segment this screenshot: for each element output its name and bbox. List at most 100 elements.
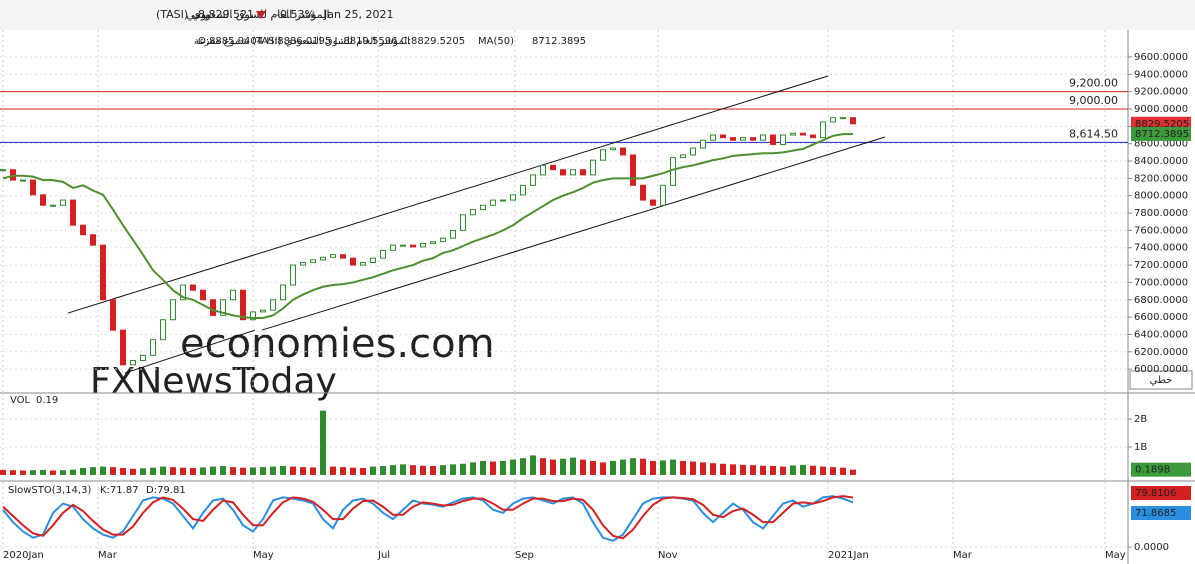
candle: [150, 339, 156, 356]
volume-bar: [140, 468, 146, 475]
candle: [300, 261, 306, 266]
trend-line: [261, 136, 886, 331]
pane-value: 0.19: [36, 395, 58, 406]
volume-bar: [230, 467, 236, 475]
volume-bar: [620, 459, 626, 475]
y-tick-label: 9000.0000: [1134, 104, 1188, 115]
candle: [720, 134, 726, 139]
candle: [640, 184, 646, 201]
volume-bar: [670, 459, 676, 475]
date: Jan 25, 2021: [323, 8, 393, 21]
candle: [580, 169, 586, 176]
volume-bar: [20, 470, 26, 475]
y-tick-label: 0.0000: [1134, 542, 1169, 553]
candle: [680, 154, 686, 159]
down-arrow: [256, 11, 266, 19]
y-tick-label: 7600.0000: [1134, 225, 1188, 236]
candle: [670, 157, 676, 186]
y-tick-label: 9600.0000: [1134, 52, 1188, 63]
value-tag: [1131, 486, 1191, 500]
x-tick-label: Jul: [377, 550, 390, 561]
volume-bar: [260, 467, 266, 475]
candle: [350, 257, 356, 266]
candle: [250, 311, 256, 321]
pane-label: SlowSTO(3,14,3): [8, 485, 91, 496]
volume-bar: [480, 460, 486, 475]
value-tag-label: 8712.3895: [1135, 129, 1189, 140]
y-tick-label: 6000.0000: [1134, 364, 1188, 375]
volume-bar: [490, 461, 496, 475]
candle: [260, 309, 266, 313]
volume-bar: [350, 467, 356, 475]
candle: [740, 137, 746, 141]
period: يومي: [186, 8, 210, 21]
candle: [170, 299, 176, 321]
volume-bar: [650, 460, 656, 475]
candle: [770, 134, 776, 146]
candle: [820, 121, 826, 139]
volume-bar: [380, 466, 386, 475]
candle: [60, 199, 66, 206]
y-tick-label: 8000.0000: [1134, 191, 1188, 202]
series-info: المؤشر العام للسوق السعودي (TASI) شموع م…: [194, 36, 410, 47]
volume-bar: [100, 466, 106, 475]
volume-bar: [780, 466, 786, 475]
candle: [590, 159, 596, 176]
horizontal-line-label: 9,000.00: [1069, 94, 1118, 107]
candle: [480, 204, 486, 211]
volume-bar: [690, 461, 696, 475]
volume-bar: [270, 466, 276, 475]
volume-bar: [460, 463, 466, 475]
volume-bar: [220, 466, 226, 475]
volume-bar: [830, 467, 836, 475]
y-tick-label: 6600.0000: [1134, 312, 1188, 323]
volume-bar: [740, 464, 746, 475]
candle: [710, 134, 716, 141]
x-tick-label: 2021Jan: [828, 550, 869, 561]
candle: [240, 289, 246, 321]
volume-bar: [290, 466, 296, 475]
volume-bar: [200, 467, 206, 475]
x-tick-label: Mar: [98, 550, 118, 561]
chart-type-button[interactable]: [1129, 370, 1193, 390]
candle: [370, 257, 376, 263]
volume-bar: [630, 458, 636, 475]
horizontal-line-label: 9,200.00: [1069, 77, 1118, 90]
volume-bar: [540, 458, 546, 475]
volume-bar: [420, 465, 426, 475]
y-tick-label: 8200.0000: [1134, 173, 1188, 184]
y-tick-label: 6800.0000: [1134, 295, 1188, 306]
candle: [180, 284, 186, 301]
volume-bar: [720, 463, 726, 475]
y-tick-label: 2B: [1134, 414, 1147, 425]
volume-bar: [0, 469, 6, 475]
candle: [280, 284, 286, 301]
value-tag: [1131, 126, 1191, 141]
candle: [380, 249, 386, 259]
candle: [800, 132, 806, 136]
y-tick-label: 9200.0000: [1134, 87, 1188, 98]
candle: [50, 204, 56, 207]
y-tick-label: 7400.0000: [1134, 243, 1188, 254]
candle: [330, 254, 336, 258]
trend-line: [124, 329, 256, 374]
volume-bar: [370, 466, 376, 475]
candle: [360, 261, 366, 266]
volume-bar: [180, 467, 186, 475]
volume-bar: [160, 466, 166, 475]
candle: [420, 242, 426, 248]
candle: [0, 169, 6, 172]
candle: [230, 289, 236, 301]
volume-bar: [500, 460, 506, 475]
chart-type-label[interactable]: خطي: [1150, 375, 1173, 386]
volume-bar: [110, 467, 116, 475]
candle: [140, 354, 146, 361]
volume-bar: [790, 465, 796, 475]
volume-bar: [440, 465, 446, 475]
candle: [290, 264, 296, 286]
volume-bar: [360, 467, 366, 475]
pane-label: VOL: [10, 395, 31, 406]
volume-bar: [430, 466, 436, 475]
volume-bar: [400, 464, 406, 475]
